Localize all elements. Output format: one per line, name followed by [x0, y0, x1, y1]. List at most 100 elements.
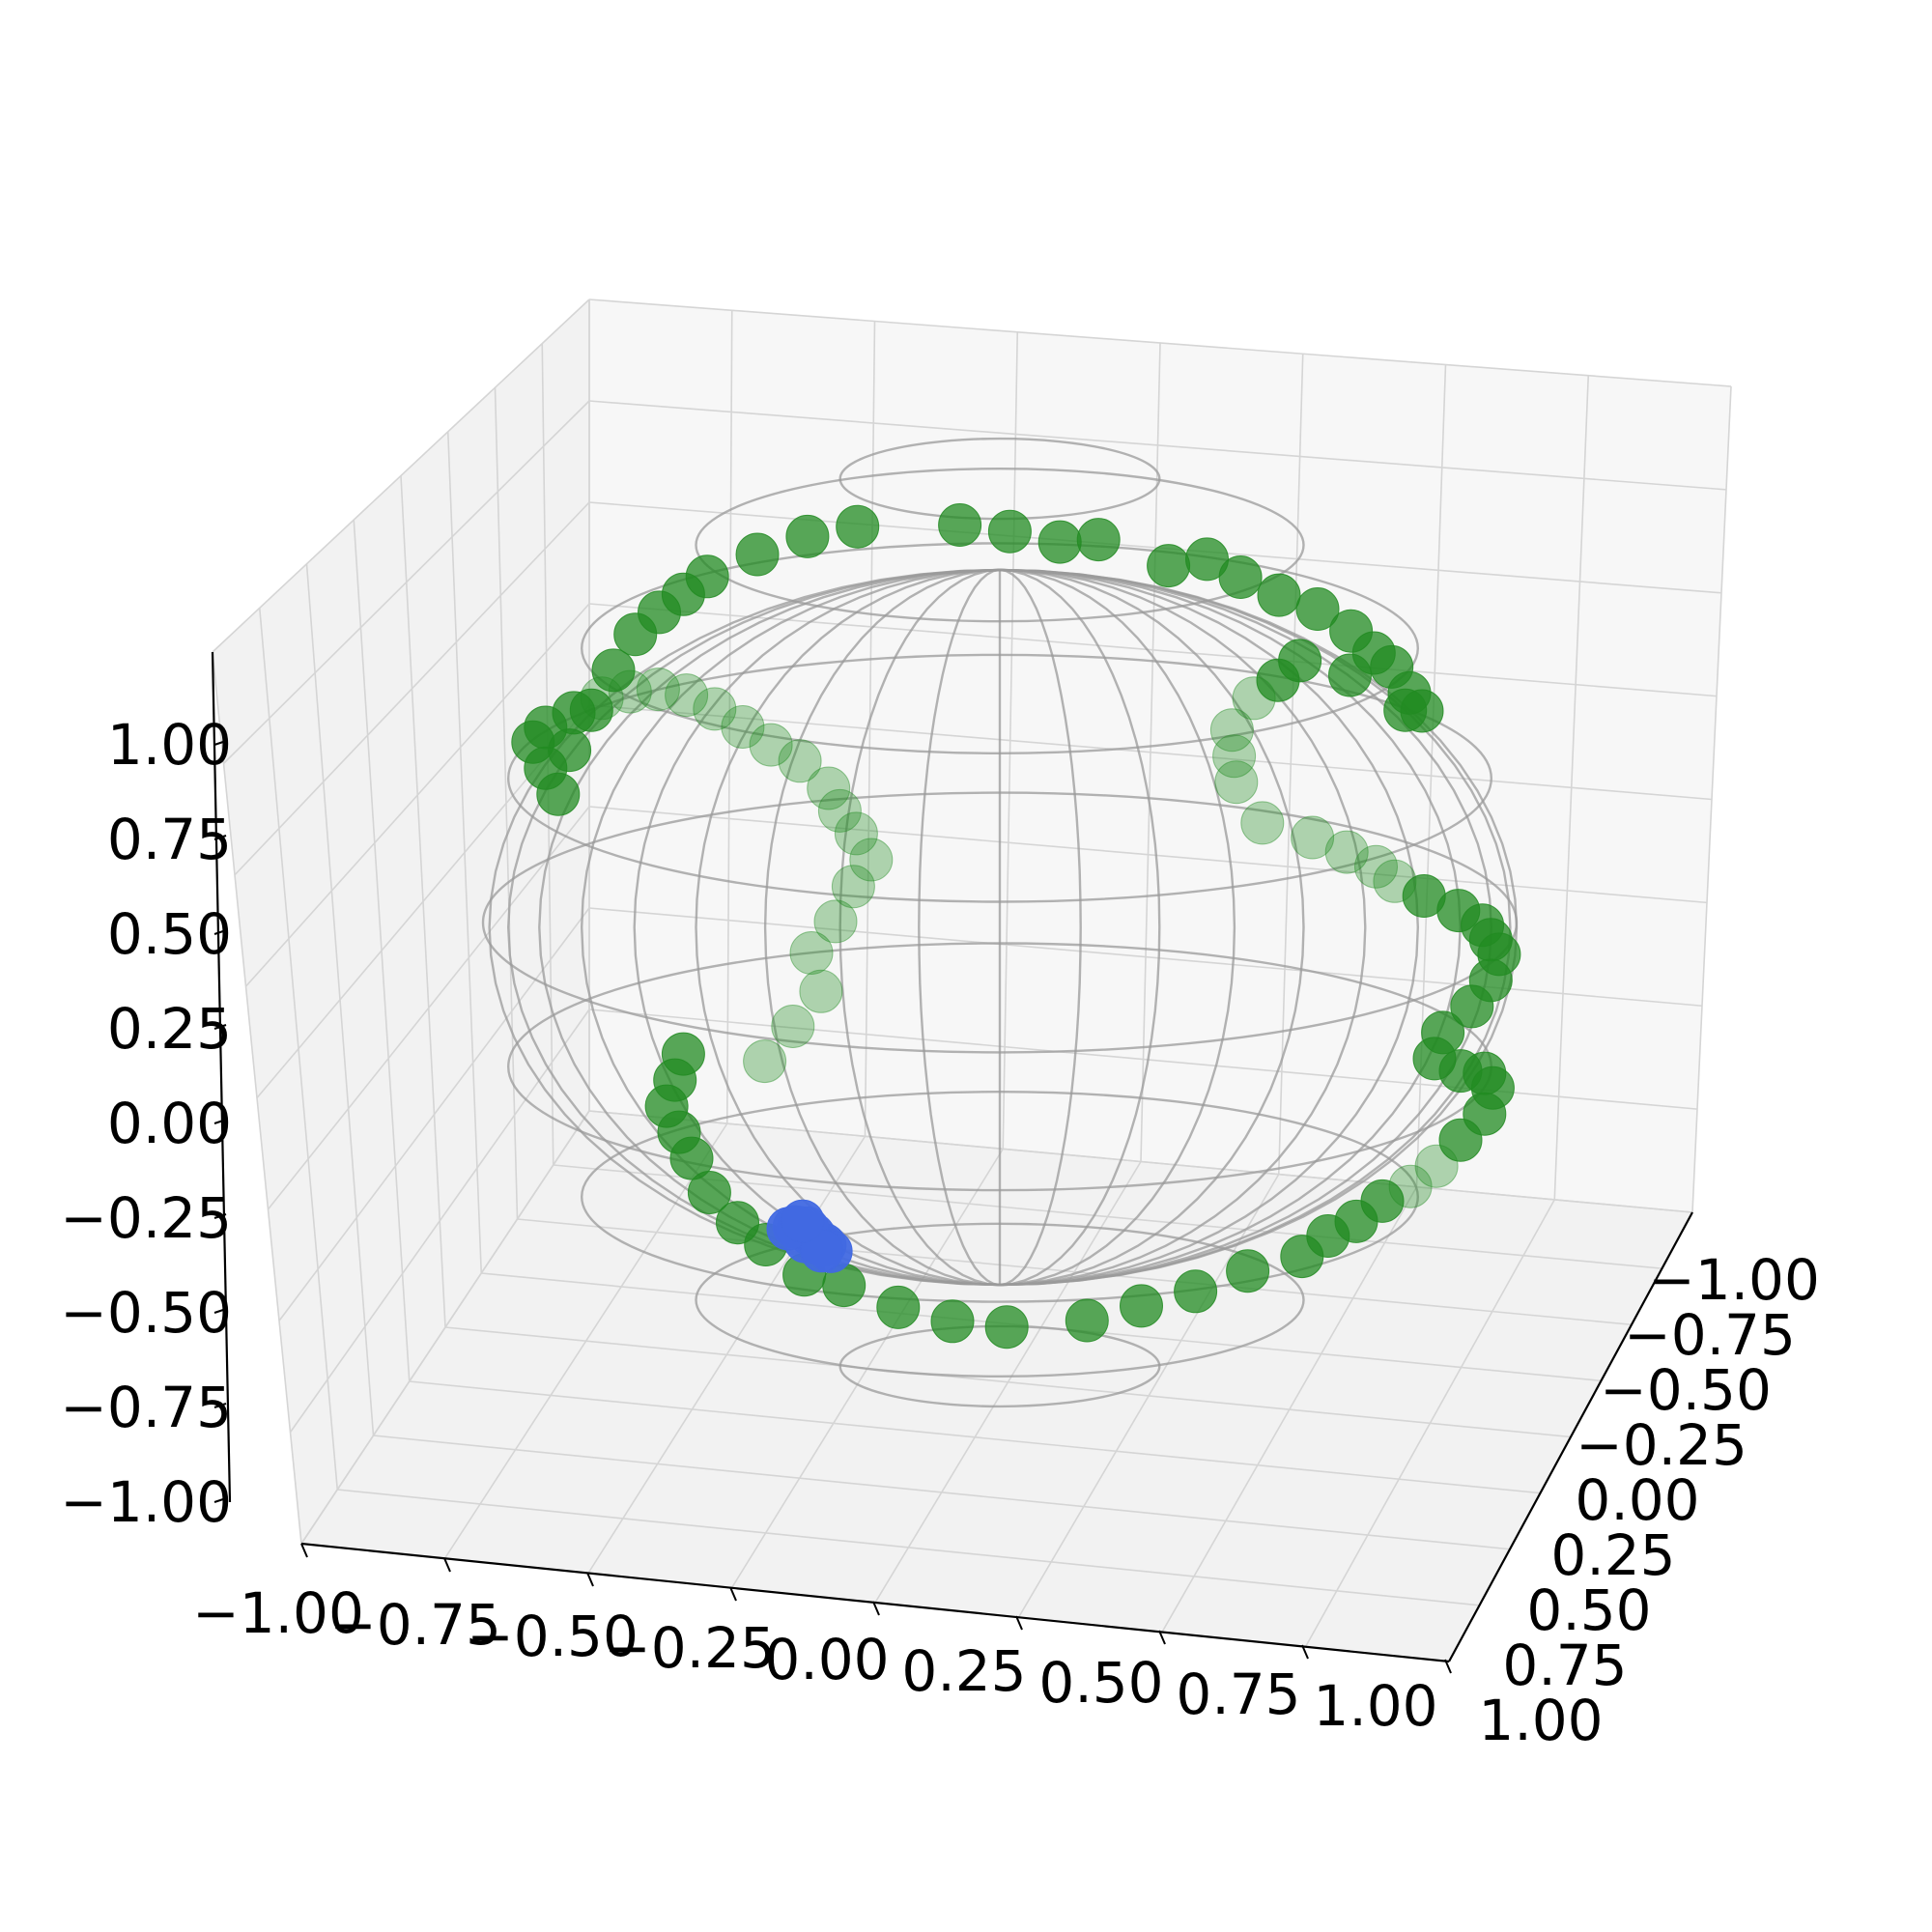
blue-point: [781, 1199, 825, 1243]
grid-line: [222, 400, 590, 764]
x-tick-mark: [586, 1572, 594, 1587]
green-point: [1328, 653, 1372, 697]
green-point: [743, 1039, 787, 1084]
green-point: [1280, 1235, 1324, 1279]
grid-line: [588, 704, 1713, 801]
green-point: [938, 503, 982, 547]
green-point: [548, 728, 592, 773]
grid-line: [1304, 1199, 1555, 1648]
pane-left: [213, 299, 589, 1544]
meridian: [838, 568, 1001, 1287]
green-point: [778, 739, 822, 783]
x-tick-mark: [1015, 1615, 1023, 1631]
green-point: [1414, 1144, 1459, 1188]
z-tick-label: 0.50: [107, 901, 232, 967]
green-point: [1354, 844, 1398, 889]
meridian: [695, 568, 1001, 1287]
z-tick-mark: [213, 1497, 227, 1503]
grid-line: [553, 1164, 1662, 1269]
grid-line: [1691, 385, 1732, 1213]
z-tick-label: 0.25: [107, 996, 232, 1062]
grid-line: [444, 1326, 1572, 1438]
z-tick-mark: [213, 1024, 227, 1030]
green-point: [1295, 587, 1340, 631]
z-tick-mark: [213, 835, 227, 840]
meridian: [999, 568, 1305, 1287]
green-point: [1450, 984, 1494, 1029]
x-tick-mark: [1301, 1644, 1309, 1660]
z-tick-mark: [213, 740, 227, 746]
green-point: [636, 668, 680, 712]
green-point: [876, 1285, 921, 1329]
z-tick-label: −0.75: [60, 1375, 232, 1440]
z-tick-label: −1.00: [60, 1469, 232, 1535]
green-point: [1212, 734, 1257, 779]
grid-line: [588, 400, 1727, 491]
green-point: [849, 838, 894, 882]
x-tick-label: 0.50: [1038, 1650, 1163, 1716]
green-point: [1037, 520, 1082, 564]
green-point: [1065, 1298, 1109, 1343]
z-tick-mark: [213, 1308, 227, 1314]
green-point: [536, 772, 581, 816]
grid-lines: [212, 298, 1732, 1662]
green-point: [1174, 1269, 1218, 1314]
x-tick-mark: [300, 1543, 308, 1558]
meridian: [999, 568, 1367, 1287]
z-tick-mark: [213, 929, 227, 935]
green-point: [749, 723, 793, 767]
green-point: [831, 865, 875, 909]
grid-line: [244, 603, 590, 987]
green-point: [785, 514, 830, 558]
green-point: [721, 705, 765, 749]
y-tick-label: 0.00: [1575, 1467, 1699, 1533]
green-point: [789, 931, 834, 975]
z-tick-mark: [213, 1213, 227, 1219]
grid-line: [1161, 1186, 1418, 1633]
grid-line: [234, 501, 590, 876]
x-tick-label: 1.00: [1313, 1673, 1437, 1739]
grid-line: [446, 431, 483, 1274]
x-tick-mark: [1444, 1659, 1452, 1674]
green-point: [987, 509, 1032, 554]
green-point: [661, 1032, 705, 1076]
green-point: [1383, 688, 1428, 732]
green-point: [1147, 544, 1191, 588]
z-tick-label: 0.00: [107, 1091, 232, 1156]
meridian: [999, 568, 1161, 1287]
green-point: [716, 1201, 759, 1245]
axis-lines: [211, 651, 1693, 1663]
green-point: [1324, 830, 1369, 874]
meridian: [999, 568, 1420, 1287]
y-tick-label: −0.75: [1624, 1302, 1796, 1368]
x-tick-label: 0.25: [901, 1638, 1026, 1704]
y-tick-label: −0.50: [1600, 1357, 1772, 1423]
green-point: [834, 811, 878, 856]
green-point: [799, 969, 843, 1013]
meridian: [918, 568, 1001, 1287]
green-point: [1076, 518, 1121, 562]
grid-line: [1017, 1174, 1280, 1618]
green-point: [685, 554, 729, 599]
z-tick-label: −0.25: [60, 1185, 232, 1251]
x-tick-label: −0.75: [329, 1592, 501, 1658]
z-tick-mark: [213, 1403, 227, 1408]
green-point: [771, 1005, 815, 1048]
x-tick-label: −0.50: [467, 1604, 639, 1669]
y-tick-label: 1.00: [1478, 1688, 1603, 1753]
grid-line: [588, 603, 1718, 697]
scatter-points: [511, 503, 1521, 1350]
meridian: [763, 568, 1001, 1287]
green-point: [1240, 801, 1285, 845]
green-point: [1257, 573, 1301, 617]
green-point: [1214, 760, 1259, 805]
green-point: [807, 766, 851, 810]
green-point: [1438, 1118, 1483, 1162]
green-point: [930, 1299, 975, 1344]
green-point: [813, 899, 858, 944]
green-point: [687, 1171, 731, 1214]
green-point: [984, 1305, 1029, 1350]
green-point: [591, 648, 636, 693]
green-point: [665, 673, 709, 718]
